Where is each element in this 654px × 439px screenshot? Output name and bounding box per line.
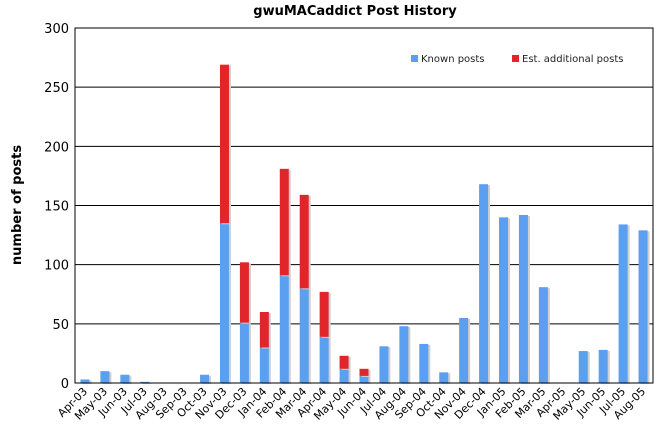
legend-swatch-est-additional-posts	[512, 55, 519, 62]
y-tick-label: 250	[44, 81, 69, 96]
bar-known-posts	[598, 349, 608, 383]
y-tick-label: 100	[44, 259, 69, 274]
bar-known-posts	[518, 214, 528, 383]
bar-known-posts	[339, 368, 349, 383]
bar-known-posts	[439, 372, 449, 383]
bar-known-posts	[479, 184, 489, 383]
bar-known-posts	[538, 287, 548, 383]
bar-known-posts	[200, 374, 210, 383]
bar-known-posts	[279, 275, 289, 383]
legend-label: Est. additional posts	[522, 54, 623, 65]
bar-known-posts	[259, 347, 269, 383]
y-tick-label: 300	[44, 22, 69, 37]
legend-swatch-known-posts	[411, 55, 418, 62]
plot-area	[74, 27, 654, 384]
bar-known-posts	[499, 217, 509, 383]
bar-known-posts	[359, 375, 369, 383]
bar-est-additional-posts	[279, 168, 289, 276]
bar-known-posts	[219, 223, 229, 383]
bar-est-additional-posts	[339, 355, 349, 369]
y-tick-label: 200	[44, 140, 69, 155]
y-tick-label: 0	[61, 377, 69, 392]
bar-known-posts	[618, 224, 628, 383]
x-axis-ticks: Apr-03May-03Jun-03Jul-03Aug-03Sep-03Oct-…	[55, 385, 648, 423]
bar-est-additional-posts	[219, 64, 229, 224]
bar-known-posts	[239, 322, 249, 383]
y-axis-ticks: 0 50 100 150 200 250 300	[44, 22, 69, 392]
y-tick-label: 50	[52, 318, 69, 333]
bar-known-posts	[379, 346, 389, 383]
gridlines	[75, 86, 653, 325]
bar-known-posts	[80, 379, 90, 383]
bar-known-posts	[578, 351, 588, 383]
bars	[80, 64, 650, 384]
bar-known-posts	[140, 381, 150, 383]
bar-known-posts	[399, 326, 409, 383]
bar-known-posts	[459, 317, 469, 383]
bar-known-posts	[319, 336, 329, 383]
legend-label: Known posts	[421, 54, 485, 65]
bar-est-additional-posts	[299, 194, 309, 289]
bar-est-additional-posts	[359, 368, 369, 376]
chart-title: gwuMACaddict Post History	[253, 4, 457, 19]
bar-known-posts	[100, 371, 110, 383]
bar-est-additional-posts	[259, 312, 269, 348]
legend: Known posts Est. additional posts	[411, 54, 623, 65]
bar-known-posts	[120, 374, 130, 383]
bar-known-posts	[299, 288, 309, 383]
bar-known-posts	[419, 343, 429, 383]
y-axis-label: number of posts	[10, 145, 25, 265]
bar-known-posts	[638, 230, 648, 383]
bar-est-additional-posts	[239, 262, 249, 323]
bar-est-additional-posts	[319, 291, 329, 337]
y-tick-label: 150	[44, 200, 69, 215]
